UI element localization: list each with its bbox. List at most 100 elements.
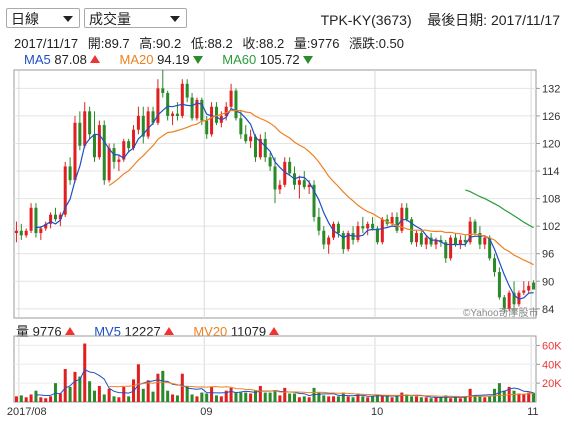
ohlc-change: 漲跌:0.50: [349, 36, 405, 51]
volume-bar: [151, 391, 155, 402]
candle-body: [83, 111, 87, 146]
volume-tick-label: 40K: [542, 359, 562, 371]
candle-body: [49, 214, 53, 224]
candle-body: [507, 292, 511, 309]
volume-bar: [224, 390, 228, 402]
volume-legend: 量 9776 MV5 12227 MV20 11079: [16, 321, 295, 340]
x-tick-label: 2017/08: [7, 406, 47, 418]
candle-body: [268, 157, 272, 167]
volume-bar: [380, 395, 384, 402]
price-tick-label: 108: [542, 194, 560, 206]
volume-bar: [293, 393, 297, 402]
candle-body: [488, 237, 492, 259]
candle-body: [200, 99, 204, 121]
volume-bar: [356, 393, 360, 402]
volume-bar: [58, 393, 62, 402]
candle-body: [375, 228, 379, 243]
candle-body: [283, 161, 287, 185]
price-tick-label: 102: [542, 221, 560, 233]
volume-bar: [219, 396, 223, 402]
volume-bar: [92, 390, 97, 402]
volume-bar: [478, 396, 482, 402]
candle-body: [136, 115, 140, 130]
price-tick-label: 132: [542, 83, 560, 95]
candle-body: [14, 230, 18, 234]
volume-tick-label: 60K: [542, 340, 562, 352]
candle-body: [166, 92, 170, 116]
ohlc-date: 2017/11/17: [14, 36, 79, 51]
volume-bar: [371, 396, 375, 402]
candle-body: [97, 125, 101, 158]
volume-bar: [234, 392, 238, 402]
volume-bar: [205, 393, 209, 402]
candle-body: [390, 216, 394, 224]
down-arrow-icon: [302, 56, 313, 64]
volume-bar: [385, 396, 389, 402]
candle-body: [210, 106, 214, 135]
candle-body: [205, 120, 209, 135]
volume-bar: [239, 392, 243, 402]
volume-bar: [297, 397, 301, 402]
candle-body: [458, 239, 462, 245]
indicator-select-value: 成交量: [89, 11, 131, 27]
volume-bar: [517, 393, 521, 402]
volume-bar: [453, 397, 458, 402]
volume-bar: [468, 388, 472, 402]
volume-bar: [512, 390, 516, 402]
last-date-label: 最後日期: 2017/11/17: [427, 12, 560, 28]
candle-body: [58, 214, 62, 220]
candle-body: [395, 216, 399, 231]
volume-bar: [49, 396, 53, 402]
volume-bar: [527, 392, 531, 402]
volume-bar: [419, 397, 423, 402]
ohlc-low: 低:88.2: [190, 36, 233, 51]
candle-body: [263, 138, 267, 158]
candle-body: [53, 214, 57, 220]
candle-body: [371, 223, 375, 229]
candle-body: [244, 134, 248, 142]
volume-bar: [390, 397, 394, 402]
volume-bar: [68, 386, 72, 402]
candle-body: [68, 166, 72, 181]
volume-bar: [327, 396, 331, 402]
candle-body: [444, 242, 448, 259]
x-tick-label: 10: [371, 406, 383, 418]
volume-bar: [200, 392, 204, 402]
up-arrow-icon: [89, 55, 100, 63]
volume-bar: [190, 394, 194, 402]
volume-bar: [522, 394, 526, 402]
candle-body: [190, 97, 194, 119]
volume-bar: [83, 343, 87, 402]
period-select[interactable]: 日線: [6, 8, 80, 28]
candle-body: [39, 228, 43, 234]
volume-bar: [112, 396, 116, 402]
volume-bar: [414, 396, 418, 402]
candle-body: [463, 239, 467, 243]
candle-body: [336, 223, 340, 234]
period-select-value: 日線: [11, 11, 39, 27]
mv5-label: MV5: [94, 324, 121, 339]
volume-bar: [322, 395, 326, 402]
volume-bar: [429, 398, 433, 402]
ma20-value: 94.19: [157, 52, 190, 67]
volume-bar: [63, 369, 67, 402]
price-tick-label: 120: [542, 138, 560, 150]
candle-body: [361, 226, 365, 229]
indicator-select[interactable]: 成交量: [84, 8, 187, 28]
volume-bar: [214, 395, 218, 402]
ma20-legend: MA20 94.19: [120, 52, 207, 67]
volume-bar: [268, 392, 272, 402]
volume-bar: [502, 390, 506, 402]
volume-bar: [400, 392, 404, 402]
volume-bar: [302, 396, 306, 402]
ma5-label: MA5: [24, 52, 51, 67]
mv5-value: 12227: [124, 324, 161, 339]
price-panel: 84 90 96 102 108 114 120 126 132: [13, 69, 560, 319]
volume-bar: [444, 395, 448, 402]
ohlc-readout: 2017/11/17 開:89.7 高:90.2 低:88.2 收:88.2 量…: [14, 33, 410, 52]
volume-bar: [210, 386, 214, 402]
candle-body: [175, 113, 179, 116]
candle-body: [258, 138, 262, 158]
candle-body: [214, 106, 218, 123]
